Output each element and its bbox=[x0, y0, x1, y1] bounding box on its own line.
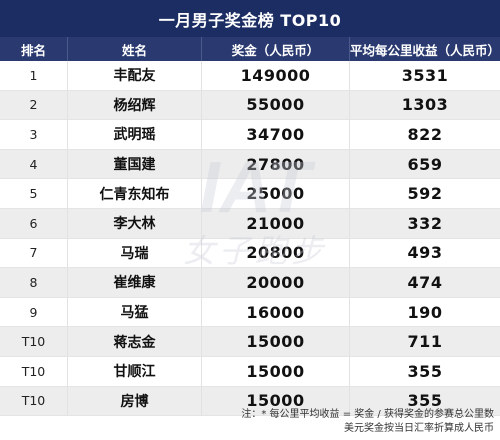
avg-cell: 822 bbox=[407, 124, 443, 144]
page-title: 一月男子奖金榜 TOP10 bbox=[0, 0, 500, 37]
prize-cell: 25000 bbox=[202, 179, 350, 208]
prize-cell: 15000 bbox=[202, 356, 350, 386]
table-row: 2 杨绍辉 55000 1303 bbox=[0, 90, 500, 121]
rank-cell: 6 bbox=[0, 208, 68, 238]
table-row: 4 董国建 27800 659 bbox=[0, 149, 500, 180]
footnote-line-1: 注：* 每公里平均收益 = 奖金 / 获得奖金的参赛总公里数 bbox=[241, 409, 494, 420]
name-cell: 杨绍辉 bbox=[68, 90, 202, 120]
avg-cell: 1303 bbox=[401, 95, 449, 115]
avg-cell: 332 bbox=[407, 213, 443, 233]
prize-cell: 55000 bbox=[202, 90, 350, 120]
table-row: T10 甘顺江 15000 355 bbox=[0, 356, 500, 387]
footnote-line-2: 美元奖金按当日汇率折算成人民币 bbox=[344, 423, 494, 434]
rank-cell: 4 bbox=[0, 149, 68, 179]
prize-cell: 20000 bbox=[202, 268, 350, 297]
header-rank: 排名 bbox=[0, 37, 68, 61]
table-row: 3 武明瑶 34700 822 bbox=[0, 120, 500, 150]
rank-cell: 2 bbox=[0, 90, 68, 120]
rank-cell: 8 bbox=[0, 268, 68, 297]
prize-cell: 16000 bbox=[202, 297, 350, 327]
prize-cell: 27800 bbox=[202, 149, 350, 179]
header-avg-per-km: 平均每公里收益（人民币） bbox=[350, 42, 500, 58]
name-cell: 甘顺江 bbox=[68, 356, 202, 386]
name-cell: 董国建 bbox=[68, 149, 202, 179]
name-cell: 李大林 bbox=[68, 208, 202, 238]
name-cell: 丰配友 bbox=[68, 61, 202, 90]
avg-cell: 190 bbox=[407, 302, 443, 322]
name-cell: 仁青东知布 bbox=[68, 179, 202, 208]
table-row: T10 蒋志金 15000 711 bbox=[0, 327, 500, 357]
table-row: 1 丰配友 149000 3531 bbox=[0, 61, 500, 91]
prize-cell: 34700 bbox=[202, 120, 350, 149]
avg-cell: 659 bbox=[407, 154, 443, 174]
name-cell: 房博 bbox=[68, 386, 202, 416]
table-row: 9 马猛 16000 190 bbox=[0, 297, 500, 328]
header-prize: 奖金（人民币） bbox=[202, 37, 350, 61]
header-name: 姓名 bbox=[68, 37, 202, 61]
rank-cell: 7 bbox=[0, 238, 68, 268]
rank-cell: 9 bbox=[0, 297, 68, 327]
prize-cell: 149000 bbox=[202, 61, 350, 90]
rank-cell: T10 bbox=[0, 327, 68, 356]
table-row: 7 马瑞 20800 493 bbox=[0, 238, 500, 269]
avg-cell: 493 bbox=[407, 243, 443, 263]
name-cell: 马瑞 bbox=[68, 238, 202, 268]
name-cell: 马猛 bbox=[68, 297, 202, 327]
avg-cell: 711 bbox=[407, 332, 443, 352]
prize-cell: 20800 bbox=[202, 238, 350, 268]
rank-cell: T10 bbox=[0, 356, 68, 386]
table-row: 6 李大林 21000 332 bbox=[0, 208, 500, 239]
footnote: 注：* 每公里平均收益 = 奖金 / 获得奖金的参赛总公里数 美元奖金按当日汇率… bbox=[241, 408, 494, 436]
avg-cell: 592 bbox=[407, 184, 443, 204]
name-cell: 武明瑶 bbox=[68, 120, 202, 149]
name-cell: 蒋志金 bbox=[68, 327, 202, 356]
rank-cell: 3 bbox=[0, 120, 68, 149]
table-row: 8 崔维康 20000 474 bbox=[0, 268, 500, 298]
prize-cell: 15000 bbox=[202, 327, 350, 356]
rank-cell: 1 bbox=[0, 61, 68, 90]
table-row: T10 房博 15000 355 bbox=[0, 386, 500, 417]
avg-cell: 355 bbox=[407, 361, 443, 381]
prize-cell: 21000 bbox=[202, 208, 350, 238]
avg-cell: 474 bbox=[407, 272, 443, 292]
avg-cell: 3531 bbox=[401, 65, 449, 85]
table-body: 1 丰配友 149000 3531 2 杨绍辉 55000 1303 3 武明瑶… bbox=[0, 61, 500, 417]
table-row: 5 仁青东知布 25000 592 bbox=[0, 179, 500, 209]
rank-cell: T10 bbox=[0, 386, 68, 416]
table-header: 排名 姓名 奖金（人民币） 平均每公里收益（人民币） bbox=[0, 37, 500, 61]
rank-cell: 5 bbox=[0, 179, 68, 208]
avg-cell: 355 bbox=[407, 391, 443, 411]
prize-cell: 15000 bbox=[202, 386, 350, 416]
name-cell: 崔维康 bbox=[68, 268, 202, 297]
